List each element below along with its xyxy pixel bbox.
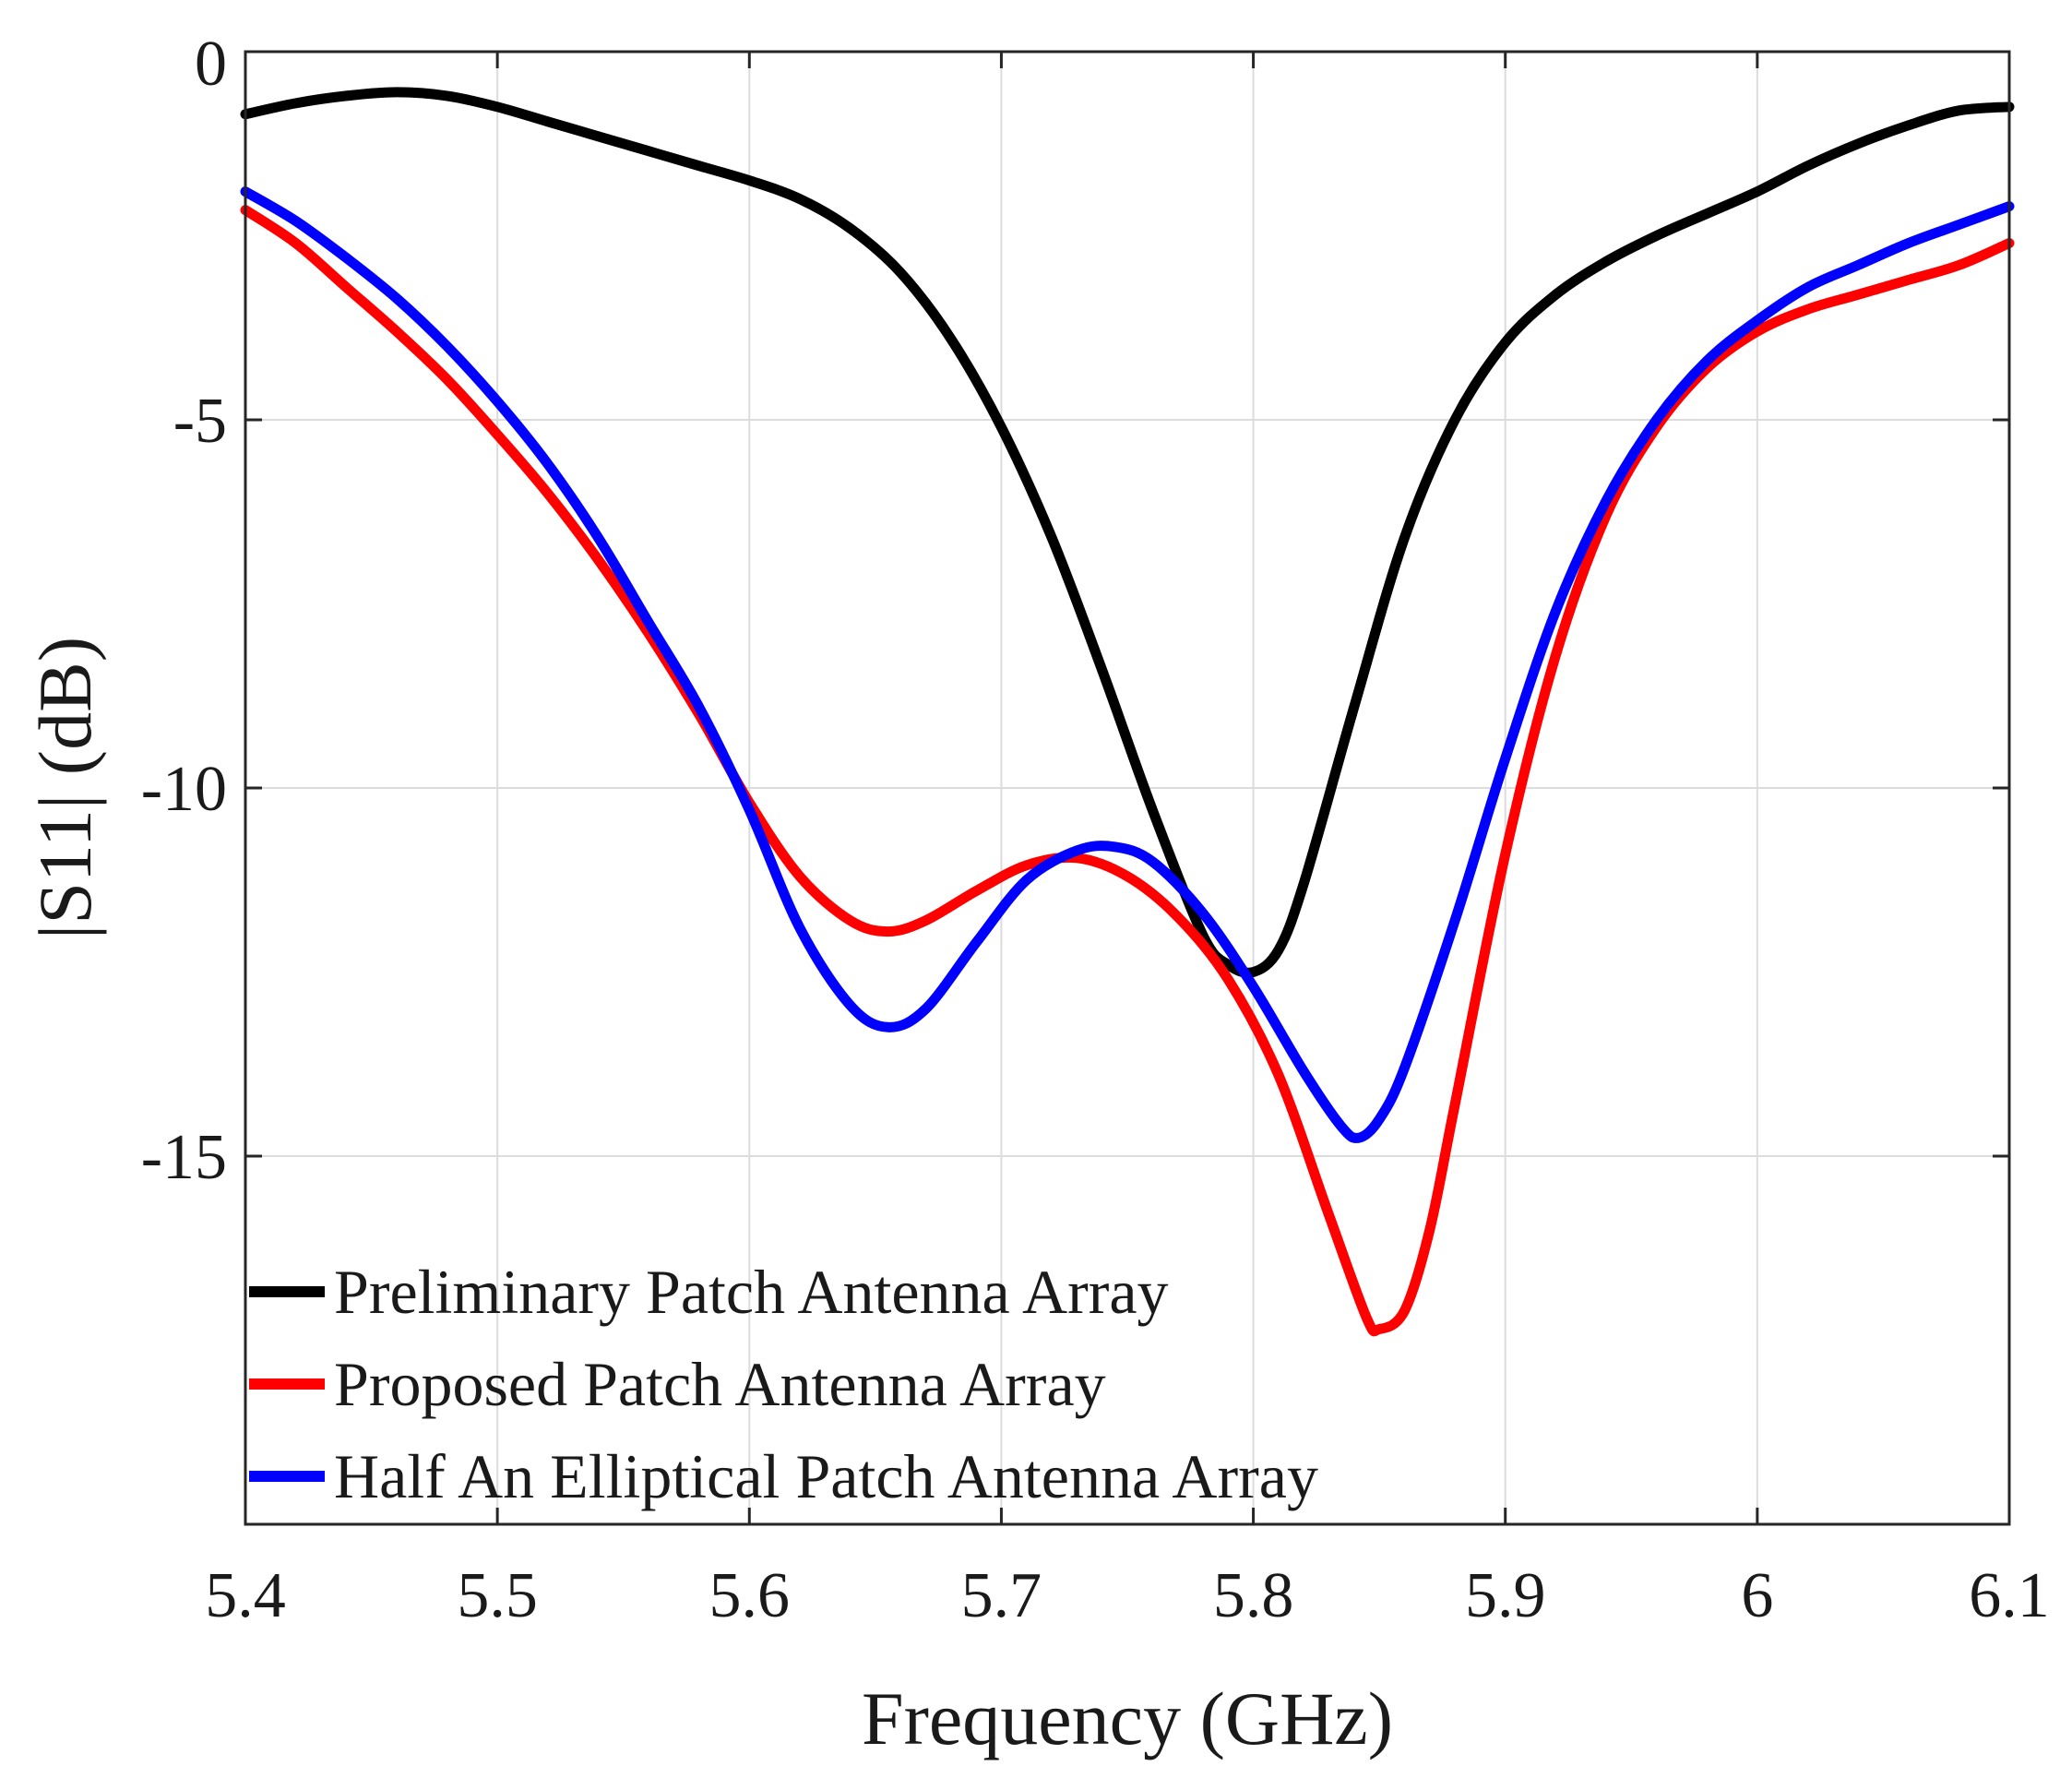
y-tick-labels: 0 -5 -10 -15 <box>141 29 227 1193</box>
x-axis-title: Frequency (GHz) <box>862 1677 1393 1760</box>
grid-lines <box>245 52 2009 1524</box>
series-line-preliminary <box>240 87 2015 978</box>
series-line-proposed <box>240 205 2015 1337</box>
legend-label-proposed: Proposed Patch Antenna Array <box>334 1349 1106 1419</box>
x-tick-labels: 5.4 5.5 5.6 5.7 5.8 5.9 6 6.1 <box>205 1560 2050 1631</box>
y-tick-label: -10 <box>141 754 227 825</box>
y-tick-label: -5 <box>173 386 227 457</box>
tick-marks <box>244 50 2011 1524</box>
x-tick-label: 5.6 <box>709 1560 791 1631</box>
x-tick-label: 5.9 <box>1465 1560 1546 1631</box>
y-axis-title: |S11| (dB) <box>23 637 107 939</box>
series-line-half-elliptical <box>240 186 2015 1143</box>
legend-label-half-elliptical: Half An Elliptical Patch Antenna Array <box>334 1441 1318 1511</box>
legend-label-preliminary: Preliminary Patch Antenna Array <box>334 1257 1169 1327</box>
series-lines <box>240 87 2015 1337</box>
x-tick-label: 5.8 <box>1213 1560 1294 1631</box>
x-tick-label: 6 <box>1741 1560 1773 1631</box>
y-tick-label: 0 <box>195 29 227 100</box>
x-tick-label: 5.7 <box>961 1560 1042 1631</box>
y-tick-label: -15 <box>141 1122 227 1193</box>
x-tick-label: 5.5 <box>457 1560 538 1631</box>
x-tick-label: 5.4 <box>205 1560 286 1631</box>
x-tick-label: 6.1 <box>1969 1560 2050 1631</box>
legend: Preliminary Patch Antenna Array Proposed … <box>249 1257 1318 1511</box>
